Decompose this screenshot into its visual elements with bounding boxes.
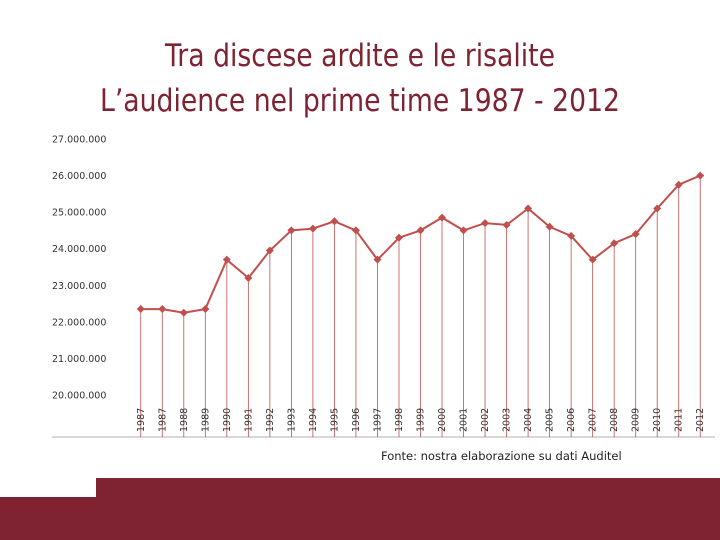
data-point-2 bbox=[179, 308, 188, 317]
x-tick-label-20: 2006 bbox=[566, 408, 577, 432]
data-point-24 bbox=[653, 204, 662, 213]
x-tick-label-22: 2008 bbox=[609, 408, 620, 432]
data-point-16 bbox=[481, 219, 490, 228]
x-tick-label-1: 1987 bbox=[157, 408, 168, 432]
slide-title-line2: L’audience nel prime time 1987 - 2012 bbox=[99, 83, 621, 119]
data-point-25 bbox=[674, 180, 683, 189]
data-point-18 bbox=[524, 204, 533, 213]
y-tick-label-7: 27.000.000 bbox=[52, 135, 106, 146]
data-point-17 bbox=[502, 220, 511, 229]
x-tick-label-9: 1995 bbox=[329, 408, 340, 432]
x-tick-label-23: 2009 bbox=[631, 408, 642, 432]
data-point-10 bbox=[351, 226, 360, 235]
x-tick-label-5: 1991 bbox=[243, 408, 254, 432]
data-point-4 bbox=[222, 255, 231, 264]
x-tick-label-17: 2003 bbox=[502, 408, 513, 432]
data-point-21 bbox=[588, 255, 597, 264]
x-tick-label-24: 2010 bbox=[652, 408, 663, 432]
footer-bar bbox=[0, 478, 720, 540]
x-tick-label-15: 2001 bbox=[459, 408, 470, 432]
y-tick-label-5: 25.000.000 bbox=[52, 208, 106, 219]
data-point-7 bbox=[287, 226, 296, 235]
data-point-5 bbox=[244, 273, 253, 282]
data-point-13 bbox=[416, 226, 425, 235]
x-tick-label-13: 1999 bbox=[416, 408, 427, 432]
x-tick-label-21: 2007 bbox=[588, 408, 599, 432]
data-point-20 bbox=[567, 231, 576, 240]
data-point-14 bbox=[438, 213, 447, 222]
data-point-22 bbox=[610, 239, 619, 248]
data-point-6 bbox=[265, 246, 274, 255]
y-tick-label-6: 26.000.000 bbox=[52, 171, 106, 182]
data-point-8 bbox=[308, 224, 317, 233]
y-tick-label-3: 23.000.000 bbox=[52, 281, 106, 292]
y-tick-label-4: 24.000.000 bbox=[52, 244, 106, 255]
x-tick-label-10: 1996 bbox=[351, 408, 362, 432]
data-point-0 bbox=[136, 305, 145, 314]
y-tick-label-2: 22.000.000 bbox=[52, 317, 106, 328]
data-point-1 bbox=[158, 305, 167, 314]
y-tick-label-0: 20.000.000 bbox=[52, 391, 106, 402]
x-tick-label-14: 2000 bbox=[437, 408, 448, 432]
x-tick-label-6: 1992 bbox=[265, 408, 276, 432]
data-point-15 bbox=[459, 226, 468, 235]
slide-title-line1: Tra discese ardite e le risalite bbox=[164, 38, 556, 74]
footer-notch bbox=[0, 478, 96, 497]
data-point-11 bbox=[373, 255, 382, 264]
x-tick-label-16: 2002 bbox=[480, 408, 491, 432]
data-point-12 bbox=[394, 233, 403, 242]
x-tick-label-0: 1987 bbox=[136, 408, 147, 432]
x-tick-label-4: 1990 bbox=[222, 408, 233, 432]
x-tick-label-26: 2012 bbox=[695, 408, 706, 432]
data-point-23 bbox=[631, 230, 640, 239]
source-note: Fonte: nostra elaborazione su dati Audit… bbox=[381, 449, 622, 463]
x-tick-label-19: 2005 bbox=[545, 408, 556, 432]
x-tick-label-12: 1998 bbox=[394, 408, 405, 432]
x-tick-label-25: 2011 bbox=[674, 408, 685, 432]
x-tick-label-7: 1993 bbox=[286, 408, 297, 432]
data-point-3 bbox=[201, 305, 210, 314]
x-tick-label-11: 1997 bbox=[372, 408, 383, 432]
data-point-26 bbox=[696, 171, 705, 180]
data-point-9 bbox=[330, 217, 339, 226]
y-tick-label-1: 21.000.000 bbox=[52, 354, 106, 365]
x-tick-label-18: 2004 bbox=[523, 408, 534, 432]
data-point-19 bbox=[545, 222, 554, 231]
x-tick-label-8: 1994 bbox=[308, 408, 319, 432]
x-tick-label-3: 1989 bbox=[200, 408, 211, 432]
x-tick-label-2: 1988 bbox=[179, 408, 190, 432]
